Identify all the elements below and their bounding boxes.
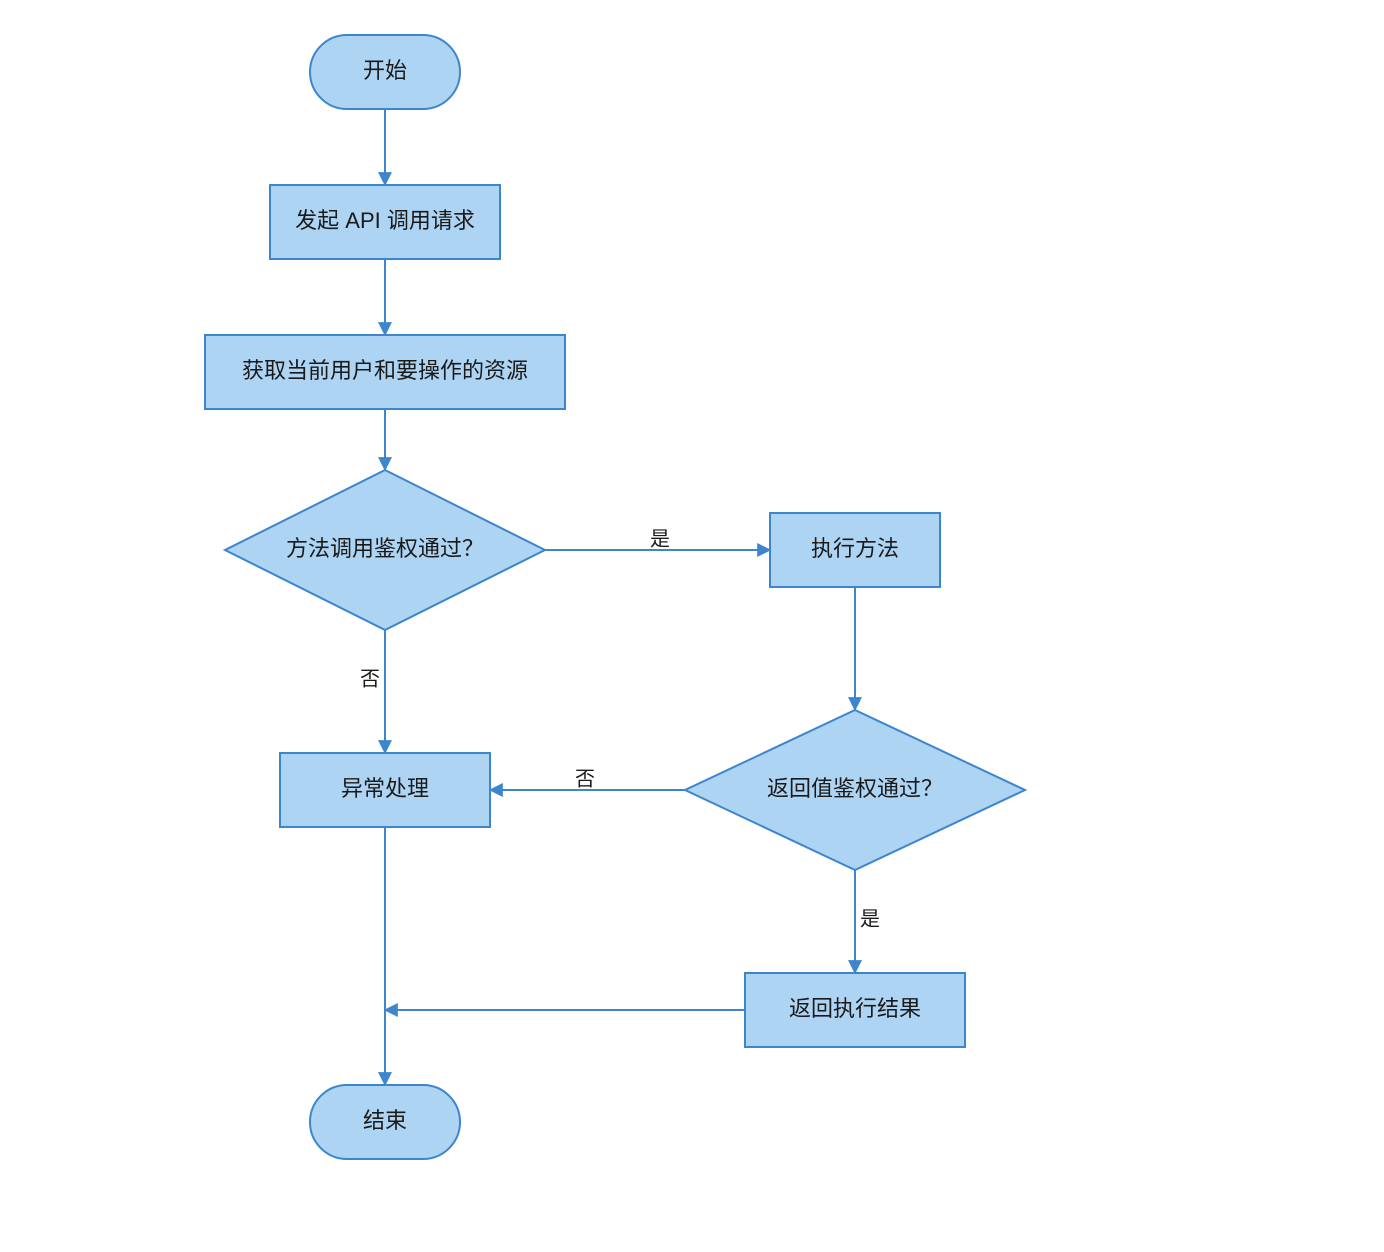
node-end: 结束 — [310, 1085, 460, 1159]
node-auth2: 返回值鉴权通过？ — [685, 710, 1025, 870]
node-return: 返回执行结果 — [745, 973, 965, 1047]
node-label-start: 开始 — [363, 58, 407, 83]
node-error: 异常处理 — [280, 753, 490, 827]
node-label-auth1: 方法调用鉴权通过？ — [286, 536, 484, 561]
node-label-return: 返回执行结果 — [789, 996, 921, 1021]
node-label-getres: 获取当前用户和要操作的资源 — [242, 358, 528, 383]
node-label-request: 发起 API 调用请求 — [295, 208, 475, 233]
node-label-exec: 执行方法 — [811, 536, 899, 561]
node-start: 开始 — [310, 35, 460, 109]
edge-label-auth2-error: 否 — [575, 768, 595, 790]
node-getres: 获取当前用户和要操作的资源 — [205, 335, 565, 409]
node-auth1: 方法调用鉴权通过？ — [225, 470, 545, 630]
flowchart-container: 是否否是开始发起 API 调用请求获取当前用户和要操作的资源方法调用鉴权通过？执… — [0, 0, 1384, 1252]
node-label-end: 结束 — [363, 1108, 407, 1133]
edge-label-auth1-error: 否 — [360, 668, 380, 690]
flowchart-svg: 是否否是开始发起 API 调用请求获取当前用户和要操作的资源方法调用鉴权通过？执… — [0, 0, 1384, 1252]
node-label-error: 异常处理 — [341, 776, 429, 801]
node-request: 发起 API 调用请求 — [270, 185, 500, 259]
edge-label-auth1-exec: 是 — [650, 528, 670, 550]
nodes-group: 开始发起 API 调用请求获取当前用户和要操作的资源方法调用鉴权通过？ 执行方法异… — [205, 35, 1025, 1159]
node-label-auth2: 返回值鉴权通过？ — [767, 776, 943, 801]
node-exec: 执行方法 — [770, 513, 940, 587]
edge-label-auth2-return: 是 — [860, 908, 880, 930]
